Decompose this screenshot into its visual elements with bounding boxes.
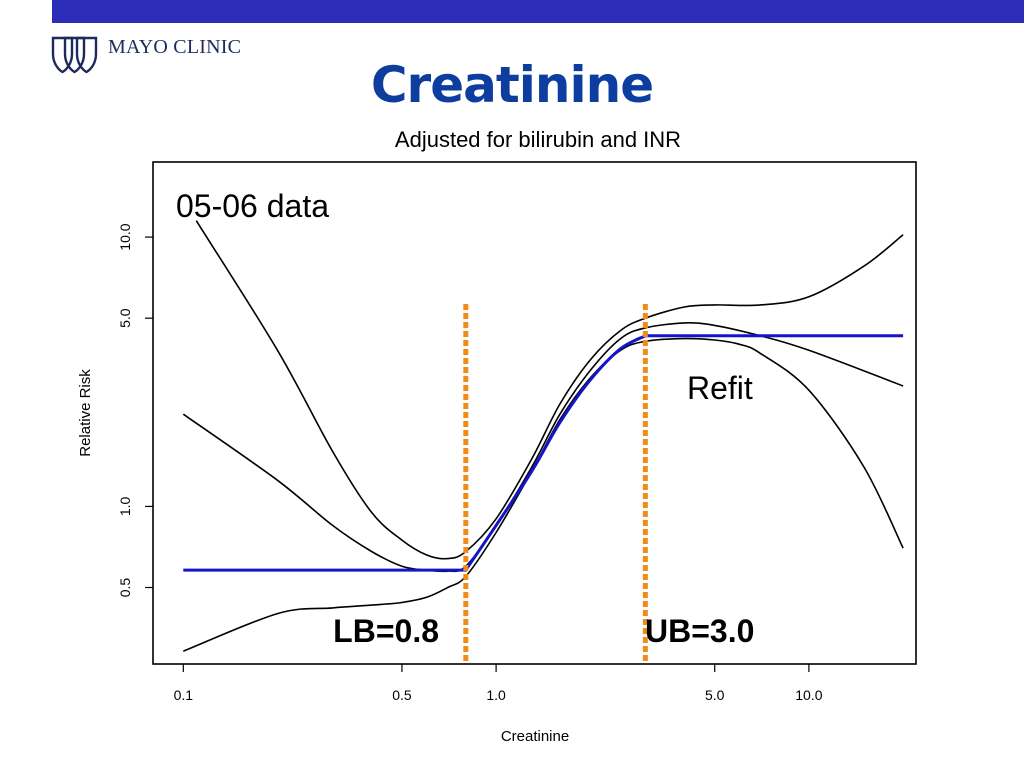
x-tick-label: 0.1 (174, 687, 194, 703)
chart-title: Adjusted for bilirubin and INR (395, 127, 681, 152)
series-line-refit (183, 334, 904, 572)
y-axis-label: Relative Risk (77, 369, 94, 457)
y-tick-label: 10.0 (117, 223, 133, 250)
series-line-lower-band (183, 337, 904, 652)
annotation-05-06-data: 05-06 data (176, 188, 329, 224)
top-bar (52, 0, 1024, 23)
mayo-shields-icon (51, 36, 98, 74)
bounds-layer (463, 304, 648, 662)
x-axis-label: Creatinine (501, 728, 569, 745)
slide-title: Creatinine (370, 56, 654, 114)
upper-bound-label: UB=3.0 (645, 613, 754, 649)
lower-bound-label: LB=0.8 (333, 613, 439, 649)
y-tick-label: 5.0 (117, 308, 133, 328)
x-axis: 0.1 0.5 1.0 5.0 10.0 (174, 664, 823, 703)
y-axis: 0.5 1.0 5.0 10.0 (117, 223, 153, 597)
y-tick-label: 0.5 (117, 578, 133, 598)
x-tick-label: 0.5 (392, 687, 412, 703)
series-line-estimate (182, 322, 904, 573)
plot-frame (152, 161, 917, 665)
x-tick-label: 10.0 (795, 687, 822, 703)
logo-text: MAYO CLINIC (108, 36, 242, 58)
series-layer (182, 220, 904, 652)
series-line-upper-band (195, 220, 904, 560)
mayo-clinic-logo: MAYO CLINIC (50, 34, 250, 76)
annotation-refit: Refit (687, 370, 753, 406)
x-tick-label: 5.0 (705, 687, 725, 703)
y-tick-label: 1.0 (117, 496, 133, 516)
x-tick-label: 1.0 (486, 687, 506, 703)
